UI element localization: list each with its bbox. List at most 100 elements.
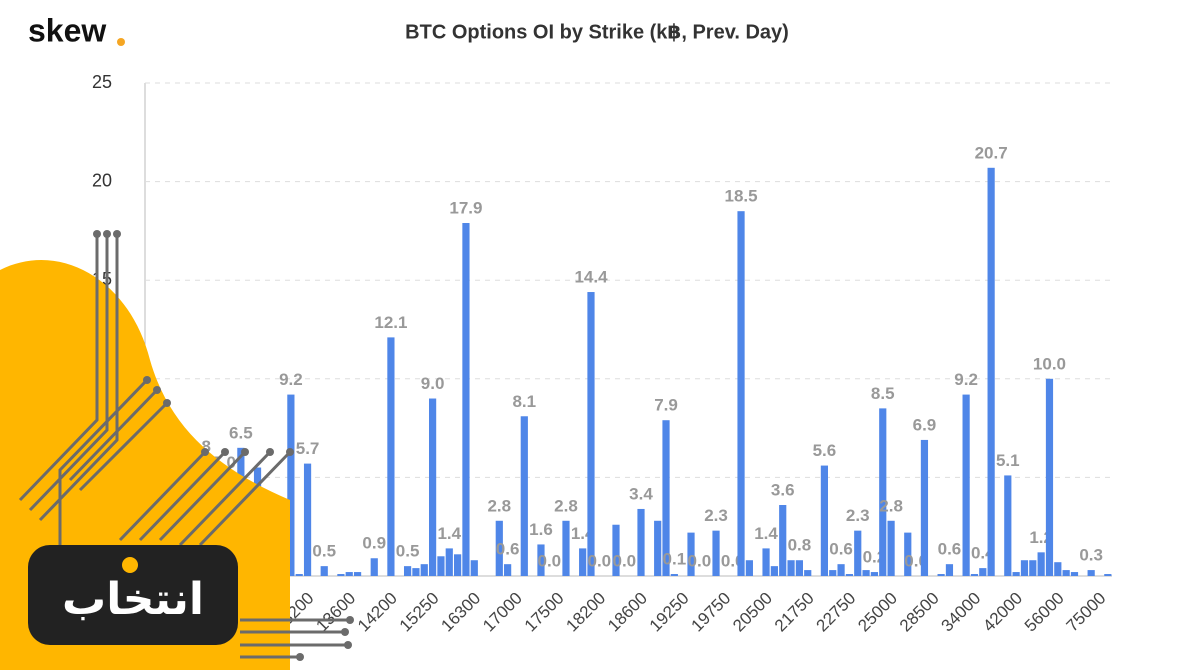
bar — [979, 568, 987, 576]
bar — [920, 439, 929, 576]
value-label: 1.6 — [529, 520, 553, 539]
bar — [654, 520, 662, 576]
bar — [1029, 560, 1037, 576]
bar — [345, 572, 353, 576]
bar — [370, 558, 378, 576]
bar — [712, 530, 720, 576]
bar — [787, 560, 795, 576]
bar — [1037, 552, 1045, 576]
bar — [879, 408, 887, 576]
bar — [437, 556, 445, 576]
bar — [520, 416, 528, 576]
bar — [462, 223, 470, 576]
bar — [470, 560, 478, 576]
value-label: 9.2 — [954, 370, 978, 389]
bar — [862, 570, 870, 576]
bar — [1020, 560, 1029, 576]
bar — [337, 574, 345, 576]
value-label: 0.6 — [938, 540, 962, 559]
value-label: 0.0 — [588, 551, 612, 570]
bar — [737, 211, 745, 576]
x-tick-label: 16300 — [437, 589, 484, 636]
x-tick-label: 17000 — [479, 589, 526, 636]
watermark-badge — [28, 545, 238, 645]
bar — [887, 520, 895, 576]
value-label: 17.9 — [449, 198, 482, 217]
y-tick-label: 20 — [92, 170, 112, 190]
value-label: 8.1 — [512, 392, 536, 411]
bar — [420, 564, 428, 576]
x-tick-label: 75000 — [1063, 589, 1110, 636]
watermark-lines — [18, 234, 350, 659]
bar — [504, 564, 512, 576]
value-label: 9.2 — [279, 370, 303, 389]
bar — [937, 574, 945, 576]
bar — [587, 292, 595, 576]
value-label: 0.0 — [688, 551, 712, 570]
bar — [353, 572, 362, 576]
bar — [987, 167, 995, 576]
x-tick-label: 21750 — [771, 589, 818, 636]
bar — [1054, 562, 1062, 576]
bar — [562, 520, 570, 576]
x-tick-label: 20500 — [729, 589, 776, 636]
value-label: 2.8 — [554, 496, 578, 515]
bar — [837, 564, 845, 576]
value-label: 3.4 — [629, 484, 653, 503]
value-label: 0.6 — [829, 540, 853, 559]
bar — [1045, 378, 1054, 576]
x-tick-label: 18200 — [562, 589, 609, 636]
value-label: 0.8 — [788, 536, 812, 555]
bar — [670, 574, 678, 576]
watermark-dots — [93, 230, 354, 661]
value-label: 2.3 — [704, 506, 728, 525]
bar — [870, 572, 879, 576]
bar — [1012, 572, 1020, 576]
bar — [454, 554, 462, 576]
bar — [779, 505, 787, 576]
value-label: 3.6 — [771, 480, 795, 499]
bar — [687, 532, 695, 576]
bar — [1004, 475, 1012, 576]
chart-title: BTC Options OI by Strike (k฿, Prev. Day) — [405, 21, 789, 43]
value-label: 2.3 — [846, 506, 870, 525]
x-tick-label: 28500 — [896, 589, 943, 636]
value-label: 8.5 — [871, 384, 895, 403]
bar — [854, 530, 862, 576]
bar — [495, 520, 503, 576]
x-tick-label: 56000 — [1021, 589, 1068, 636]
bar — [762, 548, 770, 576]
bar — [662, 420, 670, 576]
bar — [445, 548, 453, 576]
value-label: 0.9 — [362, 534, 386, 553]
value-label: 9.0 — [421, 374, 445, 393]
bar — [537, 544, 545, 576]
value-label: 14.4 — [574, 268, 608, 287]
watermark-text: انتخاب — [62, 574, 204, 625]
value-label: 1.4 — [437, 524, 461, 543]
x-tick-label: 42000 — [979, 589, 1026, 636]
value-label: 6.5 — [229, 423, 253, 442]
x-tick-label: 18600 — [604, 589, 651, 636]
bar — [945, 564, 954, 576]
bar — [745, 560, 753, 576]
bar — [904, 532, 912, 576]
value-label: 10.0 — [1033, 354, 1066, 373]
bar — [403, 566, 412, 576]
value-label: 2.8 — [487, 496, 511, 515]
bar — [287, 394, 295, 576]
bar — [820, 465, 829, 576]
bar — [303, 463, 312, 576]
y-tick-label: 25 — [92, 72, 112, 92]
x-tick-label: 17500 — [521, 589, 568, 636]
value-label: 5.1 — [996, 451, 1020, 470]
x-tick-label: 19750 — [687, 589, 734, 636]
logo-dot — [117, 38, 125, 46]
bar — [970, 574, 979, 576]
value-label: 5.6 — [813, 441, 837, 460]
logo: skew — [28, 12, 106, 48]
bar — [1104, 574, 1112, 576]
x-tick-label: 15250 — [396, 589, 443, 636]
value-label: 0.0 — [613, 551, 637, 570]
